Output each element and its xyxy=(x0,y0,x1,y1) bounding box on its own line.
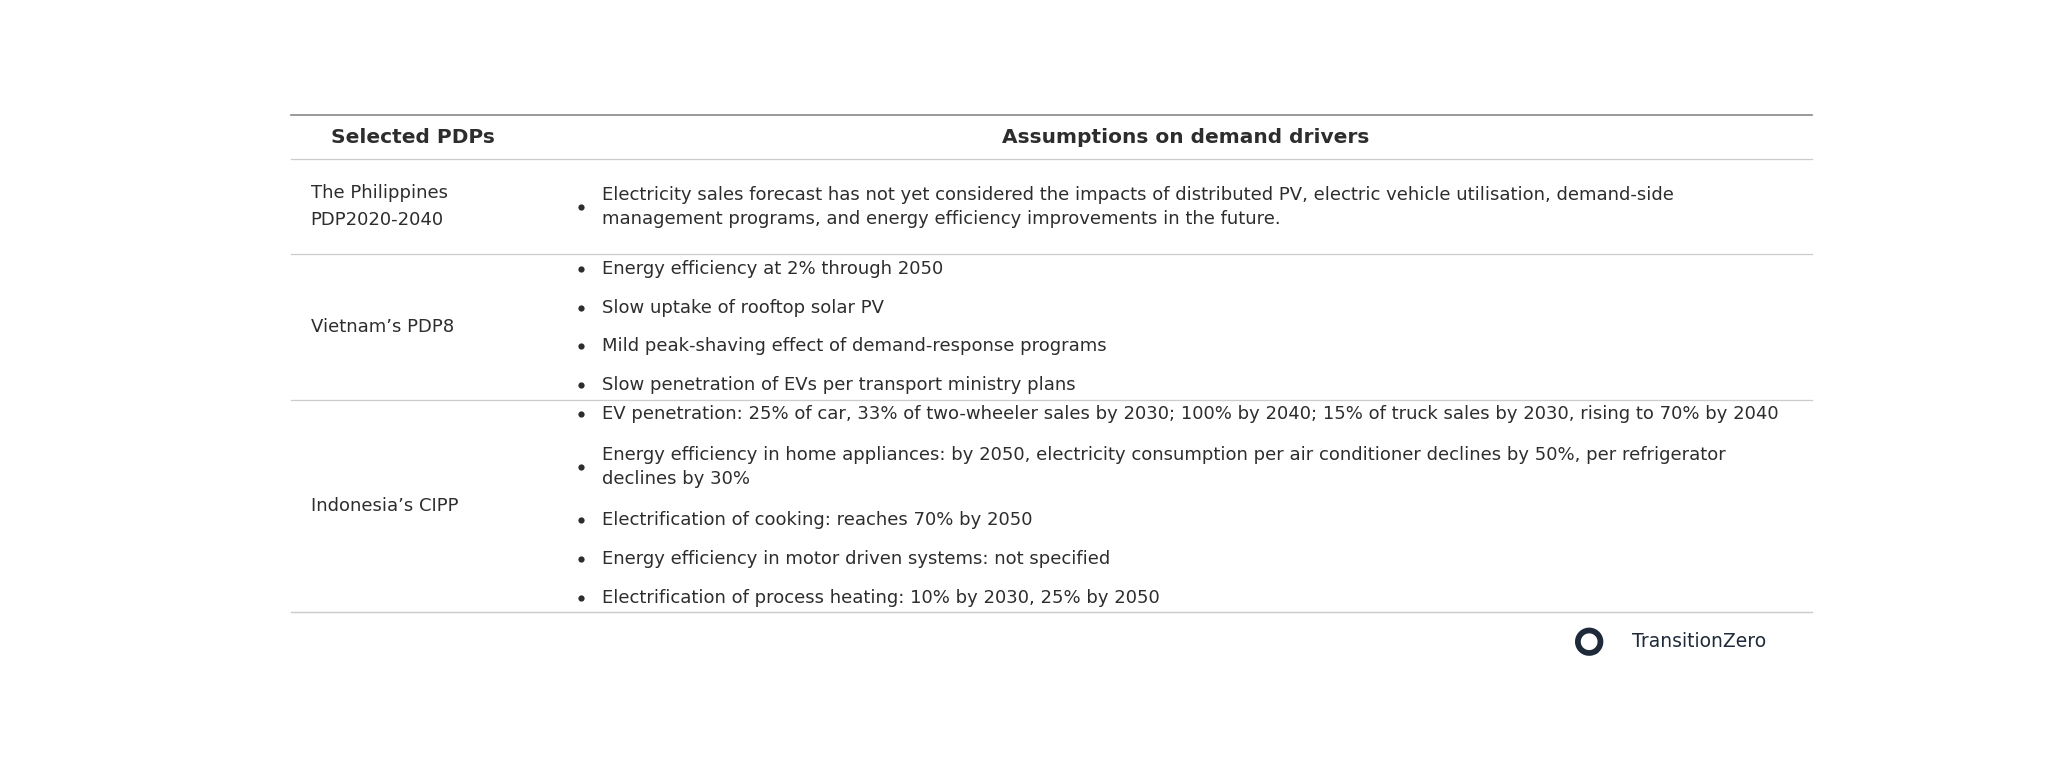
Text: Energy efficiency in home appliances: by 2050, electricity consumption per air c: Energy efficiency in home appliances: by… xyxy=(601,446,1726,488)
Text: EV penetration: 25% of car, 33% of two-wheeler sales by 2030; 100% by 2040; 15% : EV penetration: 25% of car, 33% of two-w… xyxy=(601,406,1779,423)
Text: Assumptions on demand drivers: Assumptions on demand drivers xyxy=(1001,128,1369,147)
Text: Selected PDPs: Selected PDPs xyxy=(330,128,495,147)
Text: Electricity sales forecast has not yet considered the impacts of distributed PV,: Electricity sales forecast has not yet c… xyxy=(601,186,1674,228)
Text: Electrification of process heating: 10% by 2030, 25% by 2050: Electrification of process heating: 10% … xyxy=(601,589,1159,607)
Text: Indonesia’s CIPP: Indonesia’s CIPP xyxy=(310,497,458,515)
Text: Mild peak-shaving effect of demand-response programs: Mild peak-shaving effect of demand-respo… xyxy=(601,338,1106,355)
Text: Electrification of cooking: reaches 70% by 2050: Electrification of cooking: reaches 70% … xyxy=(601,511,1032,529)
Text: Vietnam’s PDP8: Vietnam’s PDP8 xyxy=(310,318,453,336)
Text: Energy efficiency in motor driven systems: not specified: Energy efficiency in motor driven system… xyxy=(601,550,1110,568)
Text: Slow uptake of rooftop solar PV: Slow uptake of rooftop solar PV xyxy=(601,299,884,316)
Text: Slow penetration of EVs per transport ministry plans: Slow penetration of EVs per transport mi… xyxy=(601,376,1075,394)
Text: Energy efficiency at 2% through 2050: Energy efficiency at 2% through 2050 xyxy=(601,260,942,278)
Polygon shape xyxy=(1582,634,1596,649)
Text: The Philippines
PDP2020-2040: The Philippines PDP2020-2040 xyxy=(310,184,447,229)
Text: TransitionZero: TransitionZero xyxy=(1631,633,1767,651)
